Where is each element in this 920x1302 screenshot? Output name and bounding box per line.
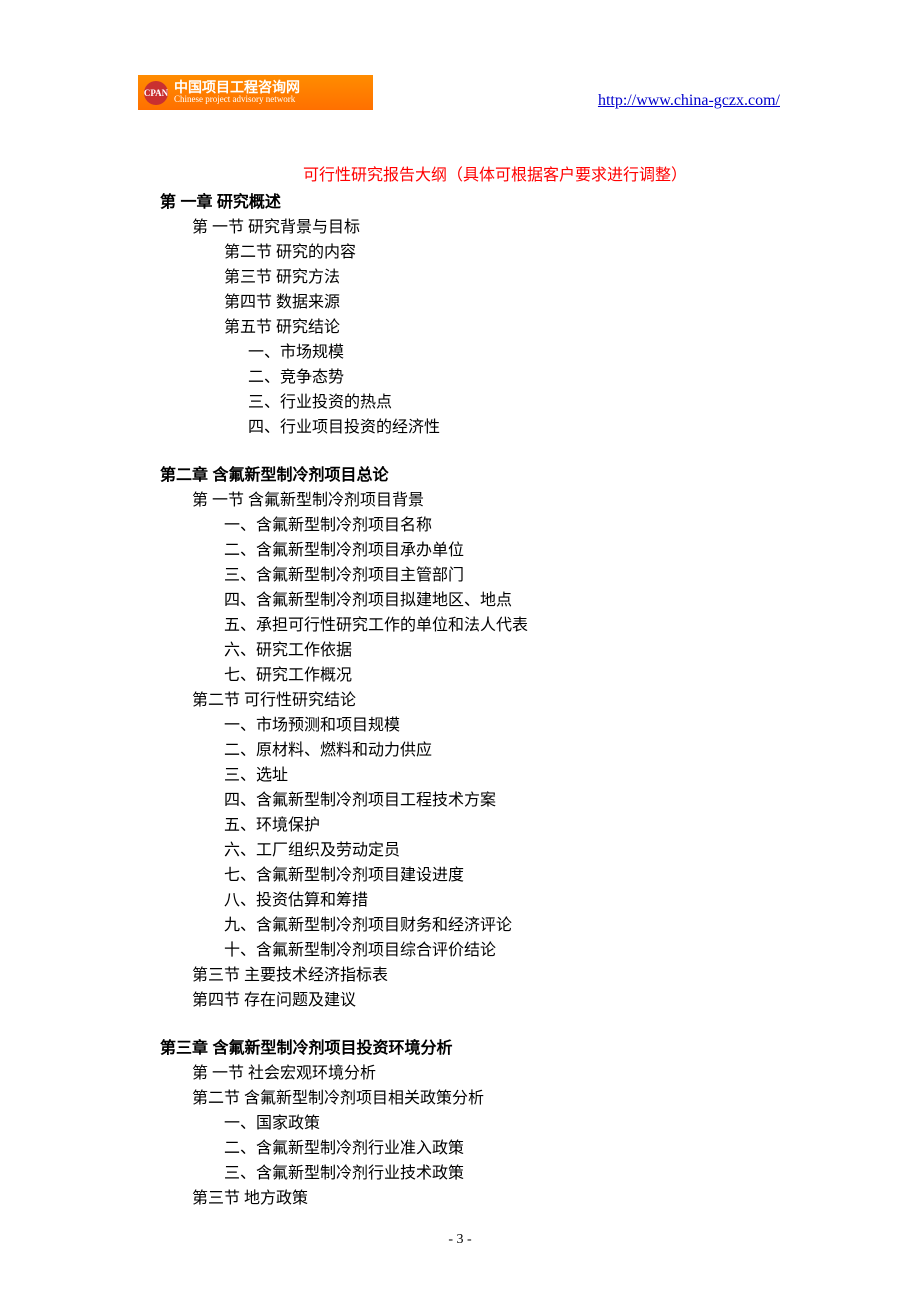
- outline-item: 三、行业投资的热点: [160, 391, 780, 416]
- outline-item: 二、含氟新型制冷剂项目承办单位: [160, 539, 780, 564]
- outline-item: 第二节 研究的内容: [160, 241, 780, 266]
- outline-item: 第二节 可行性研究结论: [160, 689, 780, 714]
- header-url-link[interactable]: http://www.china-gczx.com/: [598, 92, 780, 110]
- outline-item: 三、选址: [160, 764, 780, 789]
- outline-item: 第 一节 研究背景与目标: [160, 216, 780, 241]
- outline-item: 一、含氟新型制冷剂项目名称: [160, 514, 780, 539]
- outline-item: 五、承担可行性研究工作的单位和法人代表: [160, 614, 780, 639]
- chapter-heading: 第 一章 研究概述: [160, 191, 780, 216]
- outline-item: 第四节 数据来源: [160, 291, 780, 316]
- outline-item: 四、含氟新型制冷剂项目拟建地区、地点: [160, 589, 780, 614]
- outline-item: 二、原材料、燃料和动力供应: [160, 739, 780, 764]
- outline-item: 第 一节 社会宏观环境分析: [160, 1062, 780, 1087]
- document-title: 可行性研究报告大纲（具体可根据客户要求进行调整）: [160, 164, 780, 189]
- logo-chinese: 中国项目工程咨询网: [174, 80, 300, 95]
- outline-item: 五、环境保护: [160, 814, 780, 839]
- logo-text-block: 中国项目工程咨询网 Chinese project advisory netwo…: [174, 80, 300, 105]
- outline-item: 六、工厂组织及劳动定员: [160, 839, 780, 864]
- outline-item: 第二节 含氟新型制冷剂项目相关政策分析: [160, 1087, 780, 1112]
- logo-english: Chinese project advisory network: [174, 95, 300, 105]
- outline-item: 二、含氟新型制冷剂行业准入政策: [160, 1137, 780, 1162]
- outline-item: 三、含氟新型制冷剂项目主管部门: [160, 564, 780, 589]
- page-number: - 3 -: [0, 1232, 920, 1248]
- outline-item: 十、含氟新型制冷剂项目综合评价结论: [160, 939, 780, 964]
- outline-item: 四、含氟新型制冷剂项目工程技术方案: [160, 789, 780, 814]
- outline-item: 九、含氟新型制冷剂项目财务和经济评论: [160, 914, 780, 939]
- outline-item: 三、含氟新型制冷剂行业技术政策: [160, 1162, 780, 1187]
- outline-item: 六、研究工作依据: [160, 639, 780, 664]
- outline-item: 一、国家政策: [160, 1112, 780, 1137]
- outline-item: 第五节 研究结论: [160, 316, 780, 341]
- outline-item: 第三节 地方政策: [160, 1187, 780, 1212]
- chapter-heading: 第三章 含氟新型制冷剂项目投资环境分析: [160, 1037, 780, 1062]
- outline-item: 八、投资估算和筹措: [160, 889, 780, 914]
- outline-item: 七、研究工作概况: [160, 664, 780, 689]
- outline-item: 第四节 存在问题及建议: [160, 989, 780, 1014]
- outline-item: 第三节 研究方法: [160, 266, 780, 291]
- outline-item: 四、行业项目投资的经济性: [160, 416, 780, 441]
- document-content: 可行性研究报告大纲（具体可根据客户要求进行调整） 第 一章 研究概述 第 一节 …: [160, 164, 780, 1212]
- outline-item: 一、市场预测和项目规模: [160, 714, 780, 739]
- outline-item: 七、含氟新型制冷剂项目建设进度: [160, 864, 780, 889]
- outline-item: 第 一节 含氟新型制冷剂项目背景: [160, 489, 780, 514]
- outline-item: 二、竞争态势: [160, 366, 780, 391]
- logo-icon-text: CPAN: [144, 88, 168, 98]
- header-logo: CPAN 中国项目工程咨询网 Chinese project advisory …: [138, 75, 373, 110]
- logo-icon: CPAN: [144, 81, 168, 105]
- outline-item: 一、市场规模: [160, 341, 780, 366]
- chapter-heading: 第二章 含氟新型制冷剂项目总论: [160, 464, 780, 489]
- outline-item: 第三节 主要技术经济指标表: [160, 964, 780, 989]
